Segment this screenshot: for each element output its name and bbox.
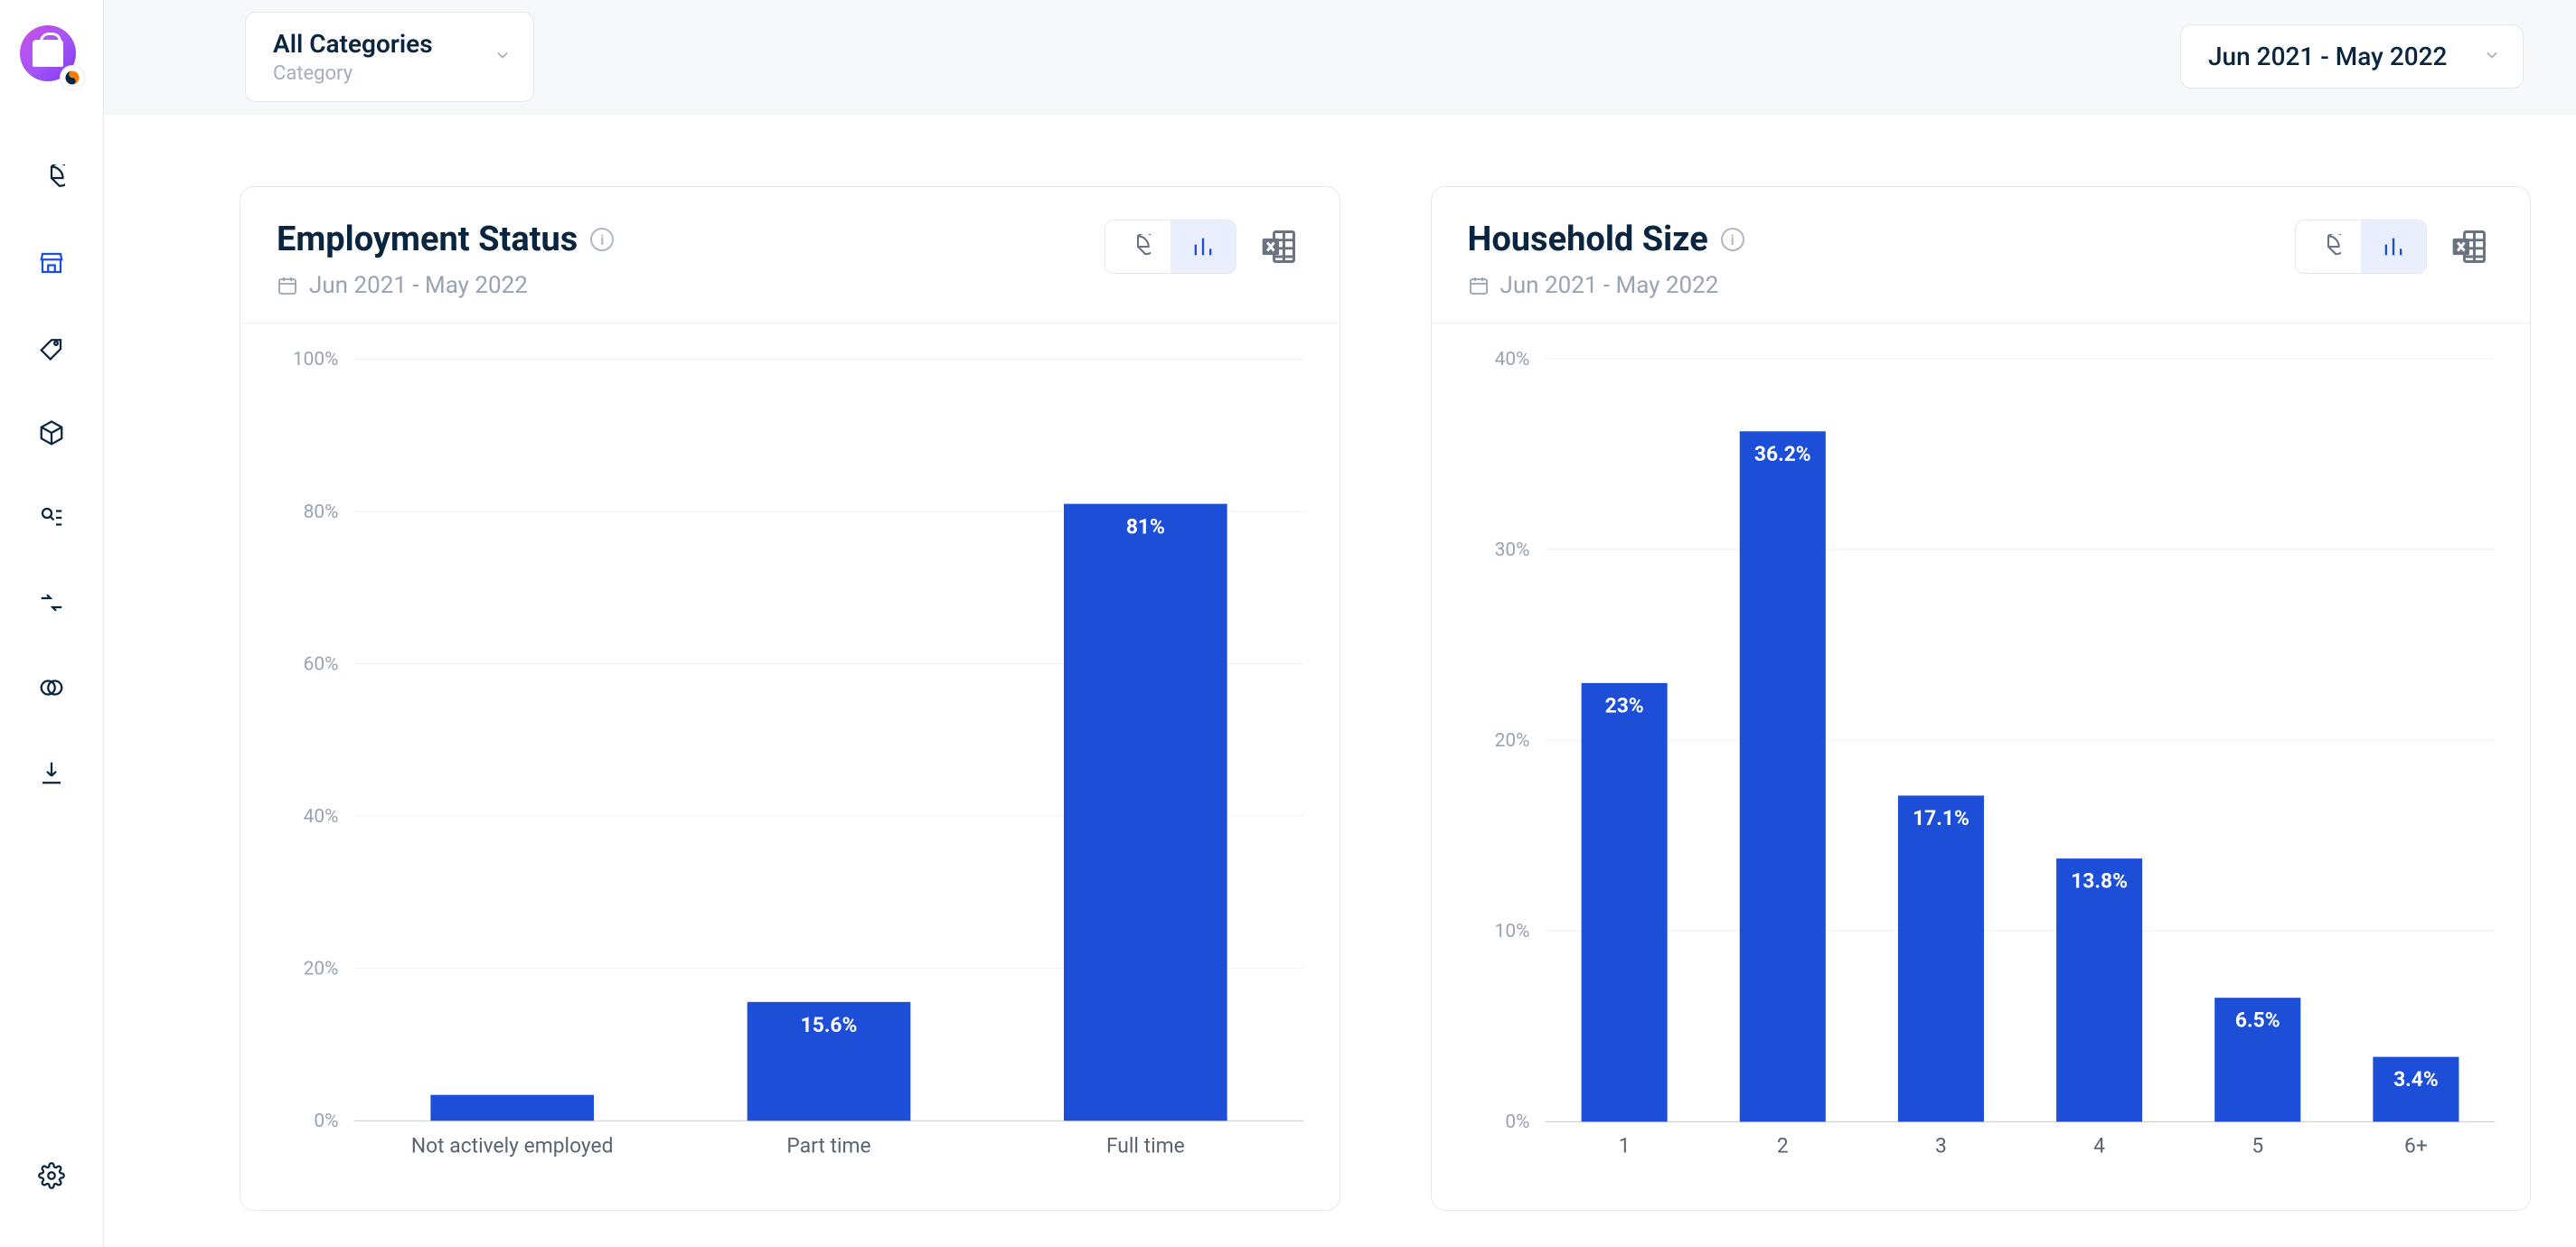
bar[interactable] (430, 1095, 594, 1121)
svg-text:3.4%: 3.4% (2393, 1067, 2439, 1092)
sidebar-item-compare[interactable] (34, 670, 69, 705)
info-icon[interactable]: i (1721, 228, 1744, 251)
bar[interactable] (1064, 504, 1227, 1121)
bar[interactable] (1739, 432, 1825, 1122)
svg-text:6+: 6+ (2404, 1134, 2428, 1158)
svg-text:23%: 23% (1604, 694, 1643, 718)
svg-text:100%: 100% (293, 348, 339, 370)
date-range-dropdown[interactable]: Jun 2021 - May 2022 (2180, 24, 2524, 89)
svg-text:1: 1 (1618, 1134, 1630, 1158)
export-excel-button[interactable] (1255, 222, 1303, 271)
info-icon[interactable]: i (590, 228, 614, 251)
pie-view-button[interactable] (2296, 220, 2361, 273)
employment-chart: 0% 20% 40% 60% 80% 100% 3.4% Not actively emplo… (277, 342, 1321, 1174)
svg-text:5: 5 (2252, 1134, 2263, 1158)
svg-text:36.2%: 36.2% (1753, 442, 1810, 466)
venn-icon (38, 674, 65, 701)
svg-text:Not actively employed: Not actively employed (411, 1133, 614, 1158)
sidebar (0, 0, 104, 1247)
pie-icon (1125, 234, 1151, 259)
card-title: Household Size (1468, 220, 1708, 259)
svg-text:Full time: Full time (1106, 1133, 1185, 1158)
bar[interactable] (1581, 683, 1667, 1121)
bar-chart-icon (2381, 234, 2406, 259)
calendar-icon (277, 275, 298, 296)
search-list-icon (38, 504, 65, 531)
svg-text:17.1%: 17.1% (1913, 806, 1970, 830)
tag-icon (38, 334, 65, 361)
category-dropdown[interactable]: All Categories Category (245, 12, 534, 102)
chevron-down-icon (2483, 46, 2501, 68)
package-icon (38, 419, 65, 446)
svg-text:20%: 20% (1494, 730, 1529, 752)
svg-text:4: 4 (2093, 1134, 2105, 1158)
svg-text:15.6%: 15.6% (801, 1013, 858, 1037)
svg-text:6.5%: 6.5% (2234, 1008, 2280, 1033)
bar[interactable] (2056, 858, 2142, 1121)
svg-text:Part time: Part time (786, 1133, 870, 1158)
svg-text:20%: 20% (304, 958, 339, 980)
svg-text:30%: 30% (1494, 539, 1529, 561)
bar-view-button[interactable] (1170, 220, 1236, 273)
card-date-range: Jun 2021 - May 2022 (1500, 272, 1719, 299)
pie-view-button[interactable] (1105, 220, 1170, 273)
sidebar-item-storefront[interactable] (34, 246, 69, 280)
chevron-down-icon (494, 46, 512, 68)
svg-text:81%: 81% (1126, 515, 1165, 539)
sidebar-item-pie[interactable] (34, 161, 69, 195)
sidebar-item-merge[interactable] (34, 586, 69, 620)
svg-text:0%: 0% (1505, 1111, 1529, 1133)
chart-type-toggle (1105, 220, 1236, 274)
svg-text:13.8%: 13.8% (2071, 869, 2128, 894)
category-dropdown-subtitle: Category (273, 62, 479, 85)
app-logo[interactable] (20, 25, 83, 89)
bar[interactable] (1897, 796, 1983, 1122)
card-employment-status: Employment Status i Jun 2021 - May 2022 (240, 186, 1340, 1211)
bar-view-button[interactable] (2361, 220, 2426, 273)
calendar-icon (1468, 275, 1490, 296)
svg-text:2: 2 (1776, 1134, 1788, 1158)
storefront-icon (38, 249, 65, 277)
card-title: Employment Status (277, 220, 578, 259)
svg-text:3: 3 (1935, 1134, 1947, 1158)
sidebar-item-search-list[interactable] (34, 501, 69, 535)
sidebar-item-package[interactable] (34, 416, 69, 450)
date-range-title: Jun 2021 - May 2022 (2208, 42, 2468, 71)
excel-icon (2449, 227, 2489, 267)
sidebar-item-download[interactable] (34, 755, 69, 790)
sidebar-item-tag[interactable] (34, 331, 69, 365)
merge-arrows-icon (38, 589, 65, 616)
card-date-range: Jun 2021 - May 2022 (309, 272, 528, 299)
bar-chart-icon (1190, 234, 1216, 259)
excel-icon (1259, 227, 1299, 267)
gear-icon (38, 1162, 65, 1189)
svg-text:80%: 80% (304, 501, 339, 523)
svg-text:40%: 40% (304, 805, 339, 828)
topbar: All Categories Category Jun 2021 - May 2… (104, 0, 2576, 114)
pie-icon (2316, 234, 2341, 259)
pie-chart-icon (38, 164, 65, 192)
svg-text:40%: 40% (1494, 349, 1529, 370)
svg-text:0%: 0% (314, 1110, 338, 1132)
category-dropdown-title: All Categories (273, 29, 479, 59)
download-icon (38, 759, 65, 786)
household-chart: 0% 10% 20% 30% 40% 23% 1 36.2% 2 17.1% 3 13.8% 4 6.5%… (1468, 342, 2513, 1174)
svg-text:3.4%: 3.4% (490, 1067, 535, 1092)
svg-text:60%: 60% (304, 653, 339, 676)
logo-swirl-icon (64, 70, 80, 86)
export-excel-button[interactable] (2445, 222, 2494, 271)
sidebar-item-settings[interactable] (34, 1158, 69, 1193)
svg-text:10%: 10% (1494, 921, 1529, 942)
chart-type-toggle (2295, 220, 2427, 274)
card-household-size: Household Size i Jun 2021 - May 2022 (1431, 186, 2532, 1211)
